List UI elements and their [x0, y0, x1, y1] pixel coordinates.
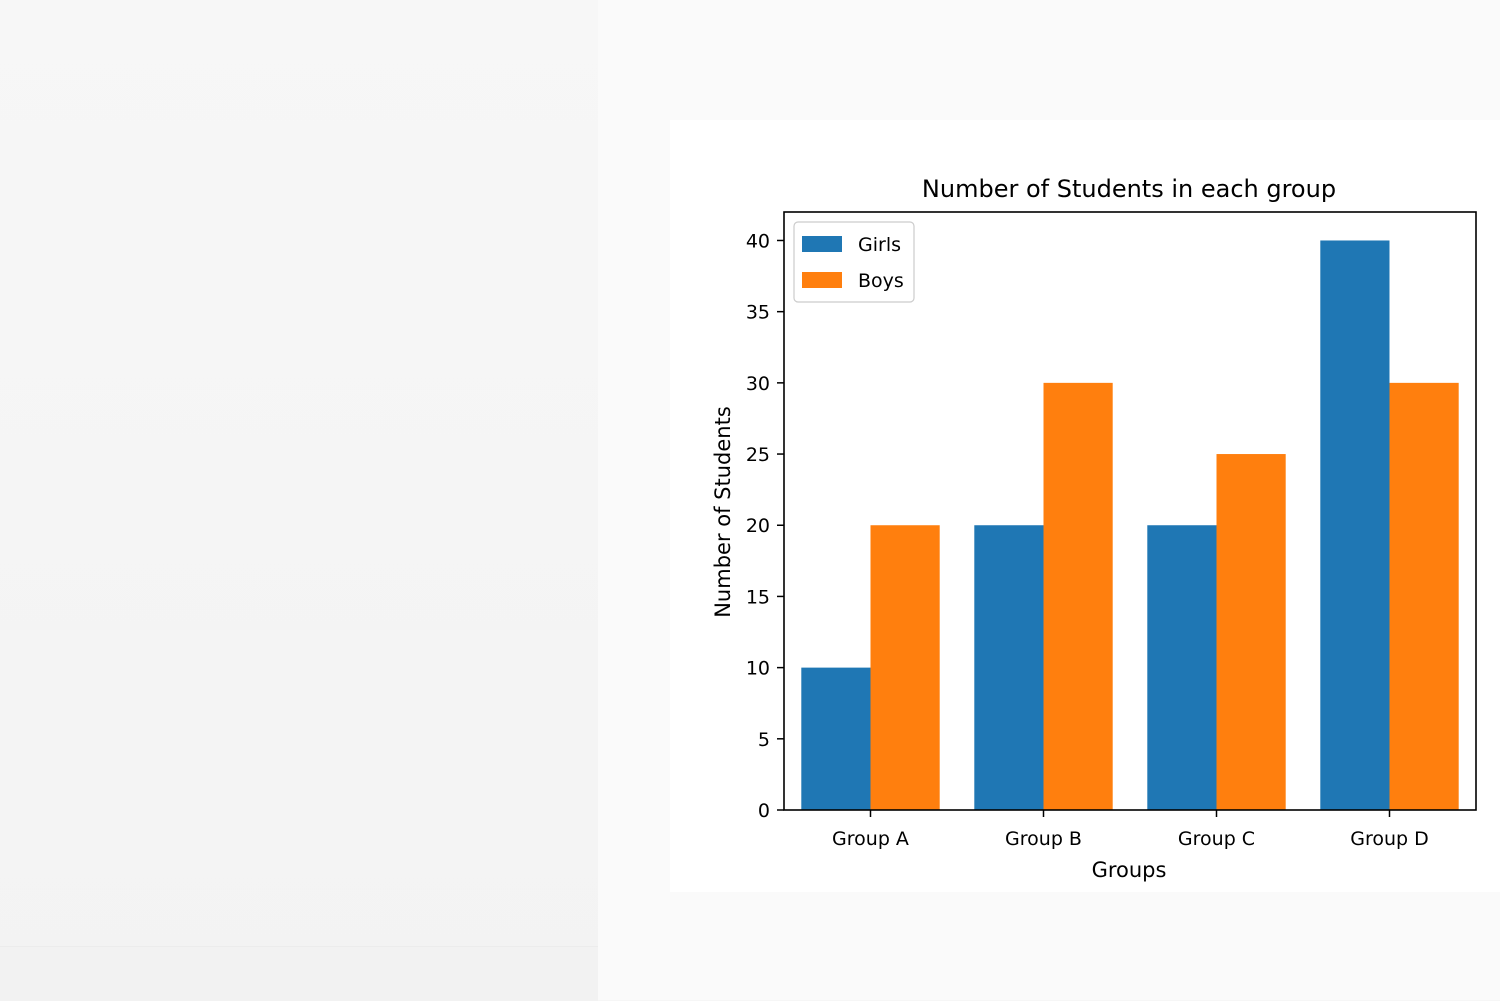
y-tick-label: 10 — [746, 658, 770, 680]
legend-label-girls: Girls — [858, 234, 901, 256]
y-tick-label: 0 — [758, 800, 770, 822]
y-tick-label: 40 — [746, 230, 770, 252]
y-axis-label: Number of Students — [711, 406, 735, 618]
y-ticks: 0 5 10 15 20 25 30 35 40 — [746, 230, 784, 822]
bar-boys-group-b — [1043, 382, 1113, 810]
bar-boys-group-d — [1389, 382, 1459, 810]
y-tick-label: 30 — [746, 373, 770, 395]
x-axis-label: Groups — [1092, 858, 1167, 882]
legend-label-boys: Boys — [858, 270, 904, 292]
y-tick-label: 25 — [746, 444, 770, 466]
y-tick-label: 15 — [746, 586, 770, 608]
left-bottom-strip — [0, 946, 598, 1001]
left-panel — [0, 0, 598, 1001]
legend-swatch-girls — [802, 236, 842, 252]
bar-boys-group-a — [870, 525, 940, 810]
bar-girls-group-a — [801, 667, 871, 810]
plot-frame — [783, 211, 1477, 811]
x-tick-label: Group A — [832, 828, 909, 850]
x-tick-label: Group B — [1005, 828, 1082, 850]
y-tick-label: 35 — [746, 302, 770, 324]
bar-girls-group-b — [974, 525, 1044, 810]
y-tick-label: 20 — [746, 515, 770, 537]
bar-boys-group-c — [1216, 454, 1286, 810]
bar-girls-group-c — [1147, 525, 1217, 810]
legend-swatch-boys — [802, 272, 842, 288]
y-tick-label: 5 — [758, 729, 770, 751]
x-tick-label: Group C — [1178, 828, 1255, 850]
x-tick-label: Group D — [1350, 828, 1429, 850]
legend: Girls Boys — [793, 221, 915, 303]
x-ticks: Group A Group B Group C Group D — [832, 810, 1429, 850]
chart-title: Number of Students in each group — [922, 175, 1336, 203]
bars-group — [801, 240, 1459, 810]
bar-girls-group-d — [1320, 240, 1390, 810]
